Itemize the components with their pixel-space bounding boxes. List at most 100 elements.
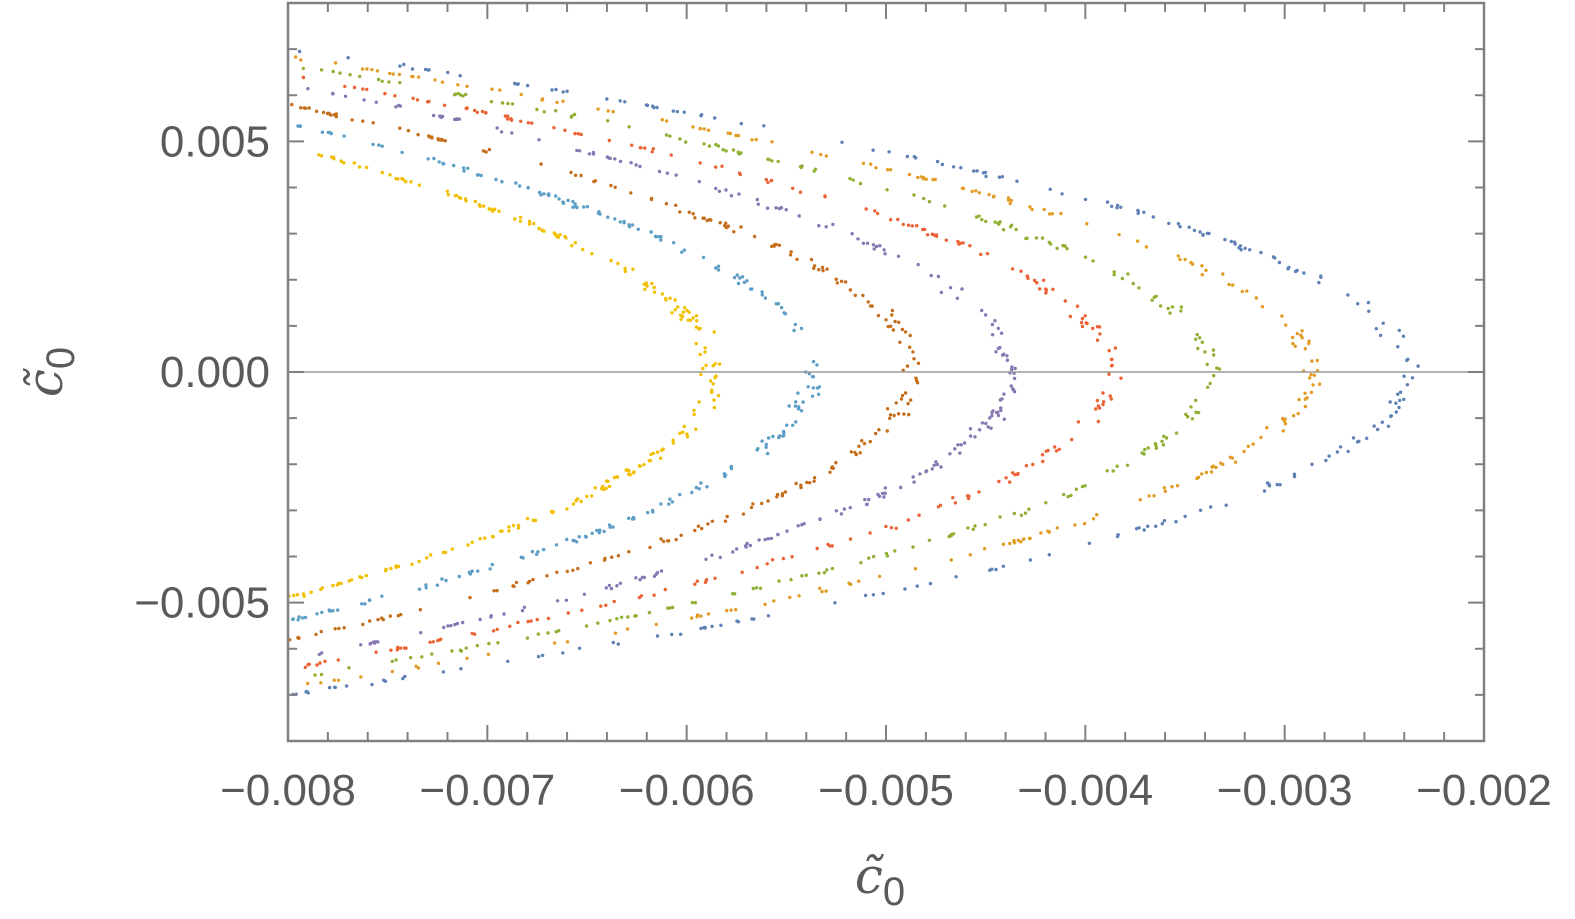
data-point-s5 [818,517,822,522]
data-point-s4 [1063,299,1068,303]
data-point-s2 [1191,262,1195,266]
data-point-s5 [657,169,662,174]
data-point-s1 [1105,200,1110,204]
data-point-s7 [542,192,546,196]
data-point-s5 [306,87,310,91]
data-point-s5 [608,156,612,160]
data-point-s3 [980,218,984,222]
data-point-s8 [713,376,717,380]
data-point-s4 [765,562,769,566]
data-point-s1 [887,150,891,154]
data-point-s4 [1080,316,1085,321]
data-point-s5 [431,113,436,118]
y-tick-label: −0.005 [134,579,270,628]
data-point-s2 [1281,429,1286,433]
data-point-s5 [899,485,903,490]
data-point-s1 [1416,364,1420,368]
data-point-s3 [420,655,424,659]
y-tick-label: 0.005 [160,117,270,166]
data-point-s4 [740,570,744,574]
data-point-s2 [788,595,792,600]
data-point-s6 [866,300,870,304]
data-point-s4 [1109,364,1114,368]
data-point-s7 [745,279,749,283]
data-point-s8 [660,292,665,296]
data-point-s6 [376,617,380,622]
data-point-s8 [637,464,642,468]
data-point-s3 [1190,417,1195,421]
data-point-s3 [1023,511,1028,515]
data-point-s7 [526,185,530,190]
data-point-s6 [809,257,814,262]
data-point-s4 [480,109,485,114]
data-point-s7 [811,360,816,364]
data-point-s3 [1105,469,1109,473]
data-point-s6 [899,397,904,401]
data-point-s4 [1057,447,1062,451]
data-point-s3 [394,658,398,662]
data-point-s5 [1009,367,1014,372]
data-point-s1 [840,140,844,144]
data-point-s5 [717,189,722,193]
data-point-s7 [303,615,308,620]
data-point-s5 [591,150,596,155]
data-point-s8 [676,305,680,309]
data-point-s1 [1346,293,1350,297]
data-point-s2 [561,99,565,104]
data-point-s8 [457,195,462,200]
y-axis-label: c̃0 [16,347,83,397]
data-point-s6 [858,451,862,455]
data-point-s5 [785,529,789,533]
data-point-s3 [927,200,932,204]
data-point-s6 [588,561,593,565]
data-point-s2 [1048,212,1052,216]
data-point-s3 [998,515,1002,519]
data-point-s2 [606,109,610,113]
data-point-s7 [541,547,546,552]
data-point-s1 [1410,376,1415,380]
data-point-s8 [699,372,703,377]
data-point-s8 [410,562,414,566]
data-point-s1 [1380,420,1385,424]
data-point-s7 [380,144,384,148]
data-point-s4 [985,252,990,256]
data-point-s2 [869,162,873,166]
data-point-s6 [807,481,812,485]
data-point-s4 [755,565,759,570]
data-point-s7 [530,549,535,554]
data-point-s2 [440,80,445,84]
data-point-s1 [912,155,917,159]
data-point-s5 [883,252,887,256]
data-point-s3 [716,144,721,148]
data-point-s8 [581,247,585,252]
data-point-s3 [1179,309,1183,313]
data-point-s2 [698,127,703,131]
data-point-s4 [830,544,834,548]
data-point-s3 [1025,236,1029,240]
data-point-s3 [668,606,672,610]
data-point-s8 [664,296,668,301]
data-point-s3 [313,673,317,677]
data-point-s3 [1194,410,1198,414]
data-point-s2 [1008,201,1012,206]
data-point-s4 [579,132,583,137]
data-point-s7 [701,255,706,260]
data-point-s2 [797,594,801,598]
data-point-s3 [884,551,889,556]
data-point-s5 [988,416,992,420]
data-point-s1 [458,74,462,78]
data-point-s5 [948,452,952,456]
data-point-s7 [618,220,622,224]
data-point-s8 [671,441,676,445]
data-point-s3 [1158,304,1163,308]
data-point-s5 [724,188,728,192]
data-point-s3 [668,134,672,138]
data-point-s1 [984,174,988,179]
data-point-s1 [403,674,407,679]
data-point-s3 [1196,346,1200,351]
data-point-s4 [1042,278,1046,282]
data-point-s1 [536,654,541,659]
data-point-s2 [1175,484,1180,488]
data-point-s3 [724,149,728,153]
data-point-s7 [801,400,805,404]
